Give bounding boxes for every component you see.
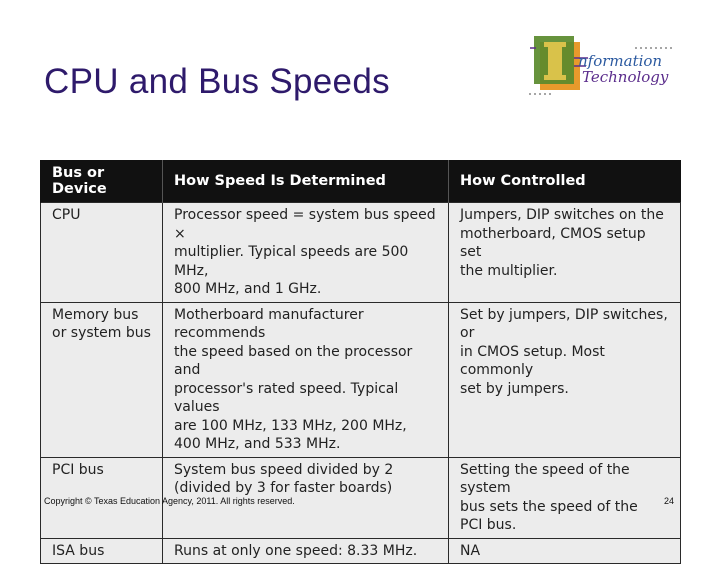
cell-how-controlled: Jumpers, DIP switches on the motherboard,… (448, 202, 681, 303)
cell-how-controlled: Setting the speed of the system bus sets … (448, 456, 681, 539)
cell-text-line: multiplier. Typical speeds are 500 MHz, (174, 244, 409, 279)
logo-letter-i (548, 44, 562, 78)
cell-text-line: NA (460, 542, 481, 559)
table-row: CPU Processor speed = system bus speed × m… (40, 202, 681, 303)
slide-title: CPU and Bus Speeds (44, 62, 390, 101)
cell-bus-or-device: CPU (40, 202, 163, 303)
table-header-row: Bus or Device How Speed Is Determined Ho… (40, 160, 681, 203)
cell-text-line: Runs at only one speed: 8.33 MHz. (174, 542, 418, 559)
information-technology-logo: nformation Technology (528, 28, 684, 100)
logo-dots (529, 47, 672, 95)
cell-text-line: 800 MHz, and 1 GHz. (174, 281, 322, 297)
cell-speed-determined: Processor speed = system bus speed × mult… (162, 202, 449, 303)
cell-text-line: Setting the speed of the system (460, 461, 630, 497)
table-row: PCI bus System bus speed divided by 2 (div… (40, 456, 681, 539)
header-how-controlled: How Controlled (448, 160, 681, 203)
table-row: Memory bus or system bus Motherboard manuf… (40, 301, 681, 458)
cell-text-line: or system bus (52, 325, 151, 341)
cell-text-line: bus sets the speed of the (460, 498, 638, 515)
cell-text-line: motherboard, CMOS setup set (460, 225, 646, 261)
header-bus-or-device: Bus or Device (40, 160, 163, 203)
cell-text-line: the multiplier. (460, 262, 558, 279)
logo-graphic: nformation Technology (529, 36, 672, 95)
cell-how-controlled: NA (448, 537, 681, 564)
logo-word-technology: Technology (582, 68, 669, 86)
cell-text-line: (divided by 3 for faster boards) (174, 480, 393, 496)
cell-bus-or-device: PCI bus (40, 456, 163, 539)
cell-text-line: set by jumpers. (460, 380, 569, 397)
cell-text-line: in CMOS setup. Most commonly (460, 343, 605, 379)
page-number: 24 (664, 496, 675, 506)
cell-bus-or-device: Memory bus or system bus (40, 301, 163, 458)
cell-text-line: the speed based on the processor and (174, 343, 413, 379)
cell-speed-determined: Runs at only one speed: 8.33 MHz. (162, 537, 449, 564)
cell-speed-determined: Motherboard manufacturer recommends the s… (162, 301, 449, 458)
copyright-footer: Copyright © Texas Education Agency, 2011… (44, 496, 295, 506)
cell-text-line: are 100 MHz, 133 MHz, 200 MHz, (174, 417, 407, 434)
cell-text-line: Memory bus (52, 306, 139, 323)
cell-text-line: Motherboard manufacturer recommends (174, 306, 364, 342)
cell-text-line: PCI bus. (460, 517, 517, 533)
cell-text-line: Set by jumpers, DIP switches, or (460, 306, 668, 342)
cell-bus-or-device: ISA bus (40, 537, 163, 564)
cell-text-line: PCI bus (52, 461, 104, 478)
cell-text-line: 400 MHz, and 533 MHz. (174, 436, 341, 452)
table-row: ISA bus Runs at only one speed: 8.33 MHz.… (40, 537, 681, 564)
logo-word-information: nformation (578, 52, 662, 70)
cell-text-line: CPU (52, 207, 81, 223)
cell-text-line: System bus speed divided by 2 (174, 461, 394, 478)
cell-speed-determined: System bus speed divided by 2 (divided by… (162, 456, 449, 539)
table-body: CPU Processor speed = system bus speed × m… (40, 202, 681, 564)
cell-how-controlled: Set by jumpers, DIP switches, or in CMOS … (448, 301, 681, 458)
cell-text-line: processor's rated speed. Typical values (174, 380, 399, 416)
cell-text-line: Jumpers, DIP switches on the (460, 207, 664, 223)
header-how-speed-determined: How Speed Is Determined (162, 160, 449, 203)
cell-text-line: Processor speed = system bus speed × (174, 207, 436, 242)
cell-text-line: ISA bus (52, 542, 105, 559)
